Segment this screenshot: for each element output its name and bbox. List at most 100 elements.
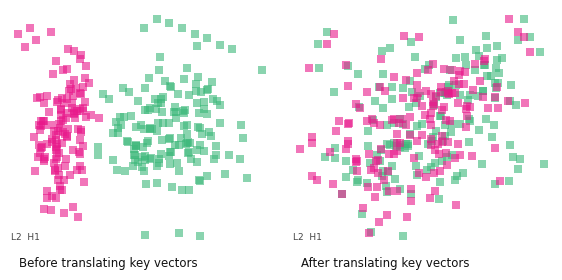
- Point: [205, 130, 214, 134]
- Point: [469, 88, 478, 92]
- Point: [491, 96, 500, 100]
- Point: [141, 108, 150, 113]
- Point: [238, 136, 247, 140]
- Point: [515, 157, 524, 162]
- Point: [475, 128, 484, 132]
- Point: [194, 111, 203, 116]
- Point: [312, 178, 321, 182]
- Point: [155, 54, 164, 59]
- Point: [204, 86, 213, 91]
- Point: [54, 122, 63, 126]
- Point: [451, 156, 460, 160]
- Point: [50, 168, 59, 172]
- Point: [424, 63, 433, 67]
- Point: [66, 172, 75, 177]
- Point: [143, 108, 152, 113]
- Point: [353, 159, 362, 163]
- Point: [390, 151, 399, 156]
- Point: [357, 212, 366, 217]
- Point: [491, 95, 500, 99]
- Point: [380, 89, 389, 94]
- Point: [76, 138, 85, 142]
- Point: [152, 181, 161, 185]
- Point: [443, 91, 452, 96]
- Point: [159, 94, 168, 99]
- Point: [438, 107, 447, 112]
- Point: [396, 187, 405, 192]
- Point: [404, 144, 413, 148]
- Point: [415, 94, 424, 98]
- Point: [373, 152, 382, 157]
- Point: [220, 172, 229, 177]
- Point: [200, 107, 209, 111]
- Point: [392, 144, 401, 148]
- Point: [471, 61, 480, 66]
- Point: [402, 123, 411, 128]
- Point: [448, 18, 457, 23]
- Point: [400, 146, 409, 150]
- Point: [52, 155, 61, 160]
- Point: [423, 67, 432, 72]
- Point: [180, 77, 189, 81]
- Point: [415, 171, 424, 175]
- Point: [400, 34, 409, 38]
- Point: [465, 119, 474, 123]
- Point: [372, 185, 381, 190]
- Point: [55, 187, 64, 192]
- Point: [526, 50, 535, 54]
- Point: [206, 134, 215, 138]
- Point: [178, 25, 187, 30]
- Point: [504, 99, 513, 103]
- Point: [210, 157, 219, 162]
- Point: [420, 67, 429, 71]
- Point: [171, 143, 180, 147]
- Point: [44, 109, 53, 114]
- Point: [413, 71, 422, 76]
- Point: [62, 116, 71, 120]
- Point: [480, 62, 489, 67]
- Point: [446, 68, 455, 73]
- Point: [411, 55, 420, 59]
- Point: [343, 142, 352, 146]
- Point: [75, 152, 84, 156]
- Point: [493, 85, 502, 89]
- Point: [520, 34, 529, 39]
- Point: [369, 120, 378, 125]
- Point: [52, 195, 61, 200]
- Point: [53, 97, 62, 102]
- Point: [445, 118, 454, 123]
- Point: [468, 153, 477, 158]
- Point: [331, 146, 340, 151]
- Point: [70, 78, 79, 82]
- Point: [481, 117, 490, 122]
- Point: [493, 106, 502, 110]
- Point: [60, 211, 69, 216]
- Point: [130, 153, 139, 157]
- Point: [79, 85, 88, 90]
- Point: [434, 151, 443, 156]
- Point: [402, 142, 411, 146]
- Point: [479, 94, 488, 99]
- Point: [451, 203, 460, 208]
- Point: [445, 92, 454, 96]
- Point: [57, 113, 66, 117]
- Point: [137, 165, 146, 169]
- Point: [52, 147, 61, 152]
- Point: [490, 182, 499, 186]
- Point: [378, 174, 387, 178]
- Point: [377, 147, 386, 151]
- Point: [406, 78, 415, 83]
- Point: [386, 45, 395, 50]
- Point: [49, 72, 58, 76]
- Point: [354, 72, 363, 76]
- Point: [37, 123, 46, 128]
- Point: [78, 106, 87, 110]
- Point: [390, 120, 399, 125]
- Point: [196, 126, 205, 131]
- Point: [114, 125, 123, 130]
- Point: [183, 151, 192, 155]
- Point: [441, 133, 450, 138]
- Point: [353, 178, 362, 183]
- Point: [147, 156, 156, 160]
- Point: [165, 136, 174, 141]
